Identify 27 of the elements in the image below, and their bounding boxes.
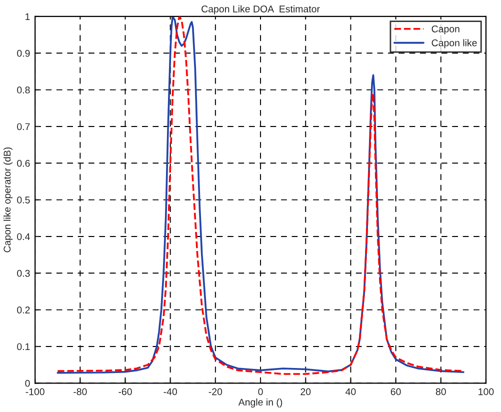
y-tick-label: 0.4 bbox=[17, 233, 30, 240]
y-tick-label: 0.2 bbox=[17, 306, 30, 314]
y-tick-label: 0.6 bbox=[17, 160, 30, 167]
x-tick-label: -20 bbox=[208, 388, 222, 396]
chart-title: Capon Like DOA Estimator bbox=[202, 5, 320, 14]
x-tick-label: 40 bbox=[346, 388, 356, 396]
y-tick-label: 1 bbox=[26, 13, 30, 20]
y-tick-label: 0.8 bbox=[17, 86, 30, 94]
x-tick-label: 100 bbox=[478, 388, 494, 396]
x-tick-label: -100 bbox=[26, 388, 44, 396]
x-tick-label: -80 bbox=[74, 388, 87, 396]
legend-label: Capon like bbox=[432, 39, 477, 48]
y-tick-label: 0.1 bbox=[17, 343, 30, 350]
y-tick-label: 0.7 bbox=[17, 123, 30, 130]
x-tick-label: 80 bbox=[436, 388, 446, 396]
x-tick-label: -40 bbox=[164, 388, 177, 396]
x-tick-label: 60 bbox=[390, 388, 401, 396]
y-tick-label: 0.5 bbox=[17, 196, 30, 204]
x-tick-label: 0 bbox=[258, 388, 263, 396]
y-tick-label: 0.3 bbox=[17, 270, 30, 277]
x-tick-label: 20 bbox=[300, 388, 311, 396]
y-axis-title: Capon like operator (dB) bbox=[3, 147, 13, 252]
y-tick-label: 0.9 bbox=[17, 50, 30, 57]
y-tick-label: 0 bbox=[25, 380, 30, 387]
x-axis-title: Angle in () bbox=[238, 398, 282, 408]
legend-label: Capon bbox=[432, 25, 460, 34]
x-tick-label: -60 bbox=[118, 388, 132, 396]
